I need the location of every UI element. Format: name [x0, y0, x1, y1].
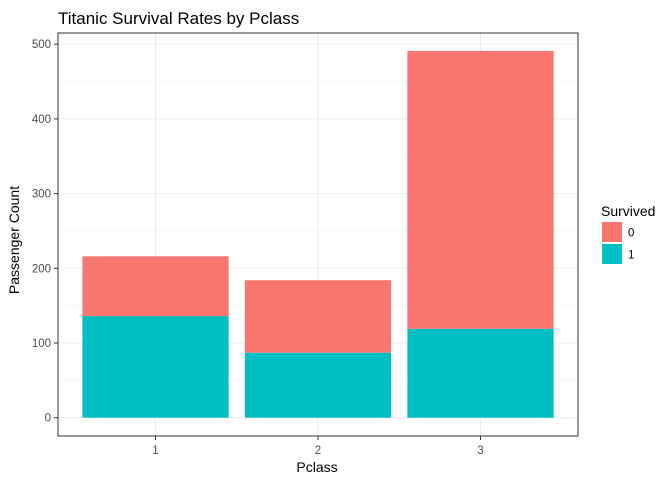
y-tick-label: 200 — [32, 263, 51, 275]
bar-pclass-3-survived-0 — [407, 50, 554, 329]
x-tick-label: 2 — [315, 445, 321, 457]
x-axis: 1 2 3 — [152, 436, 484, 457]
y-tick-label: 400 — [32, 114, 51, 126]
bar-pclass-2-survived-1 — [244, 352, 392, 418]
legend: Survived 0 1 — [601, 203, 655, 264]
x-tick-label: 3 — [477, 445, 483, 457]
legend-swatch-0 — [602, 222, 622, 242]
bar-pclass-2-survived-0 — [244, 280, 392, 353]
y-tick-label: 100 — [32, 338, 51, 350]
legend-label-0: 0 — [628, 228, 634, 240]
y-axis-title: Passenger Count — [6, 186, 22, 294]
legend-label-1: 1 — [628, 250, 634, 262]
y-tick-label: 0 — [45, 413, 51, 425]
bars — [82, 50, 554, 418]
x-tick-label: 1 — [152, 445, 158, 457]
y-tick-label: 500 — [32, 39, 51, 51]
y-axis: 0 100 200 300 400 500 — [32, 39, 58, 425]
legend-title: Survived — [601, 203, 655, 219]
bar-pclass-1-survived-0 — [82, 256, 229, 317]
x-axis-title: Pclass — [296, 459, 337, 475]
chart-title: Titanic Survival Rates by Pclass — [58, 9, 299, 28]
y-tick-label: 300 — [32, 189, 51, 201]
legend-swatch-1 — [602, 244, 622, 264]
bar-pclass-1-survived-1 — [82, 316, 229, 418]
bar-pclass-3-survived-1 — [407, 328, 554, 418]
